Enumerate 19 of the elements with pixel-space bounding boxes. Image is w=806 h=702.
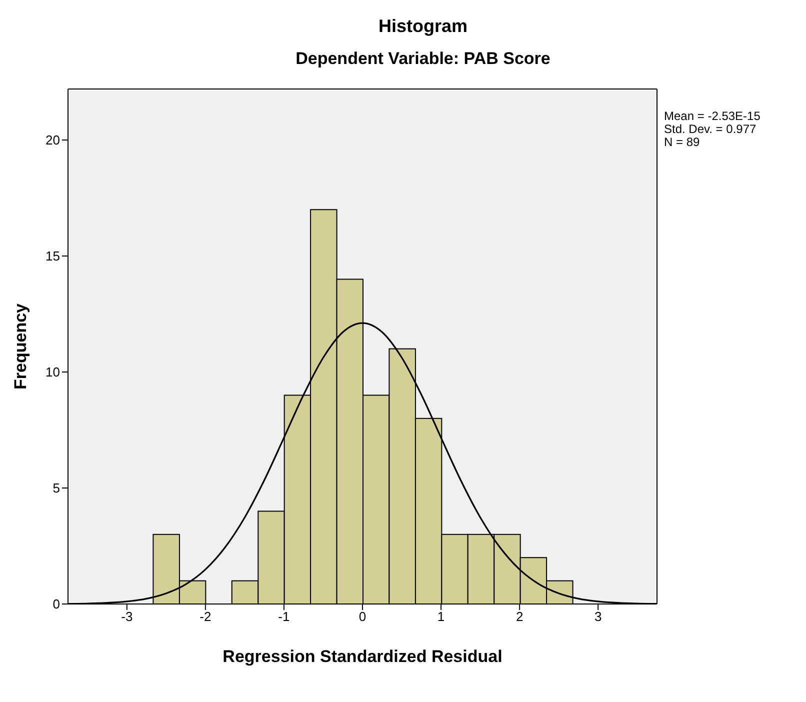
y-tick-label: 0: [52, 596, 60, 612]
x-tick-label: 0: [358, 609, 366, 624]
x-tick-label: -1: [278, 609, 290, 624]
x-tick-label: -3: [121, 609, 133, 624]
x-tick-label: 2: [516, 609, 524, 624]
y-tick-label: 20: [46, 132, 60, 148]
y-axis-title: Frequency: [11, 302, 30, 390]
chart-title: Histogram: [377, 15, 468, 37]
x-tick-label: -2: [200, 609, 212, 624]
chart-subtitle: Dependent Variable: PAB Score: [294, 48, 552, 69]
text: Std. Dev. = 0.977: [664, 122, 758, 136]
x-tick-label: 1: [437, 609, 445, 624]
y-tick-label: 15: [46, 248, 60, 264]
x-axis-title: Regression Standardized Residual: [222, 647, 502, 666]
x-tick-label: 3: [594, 609, 602, 624]
text: N = 89: [664, 135, 701, 149]
y-tick-label: 5: [52, 480, 60, 496]
y-tick-label: 10: [46, 364, 60, 380]
text: Mean = -2.53E-15: [664, 109, 760, 123]
